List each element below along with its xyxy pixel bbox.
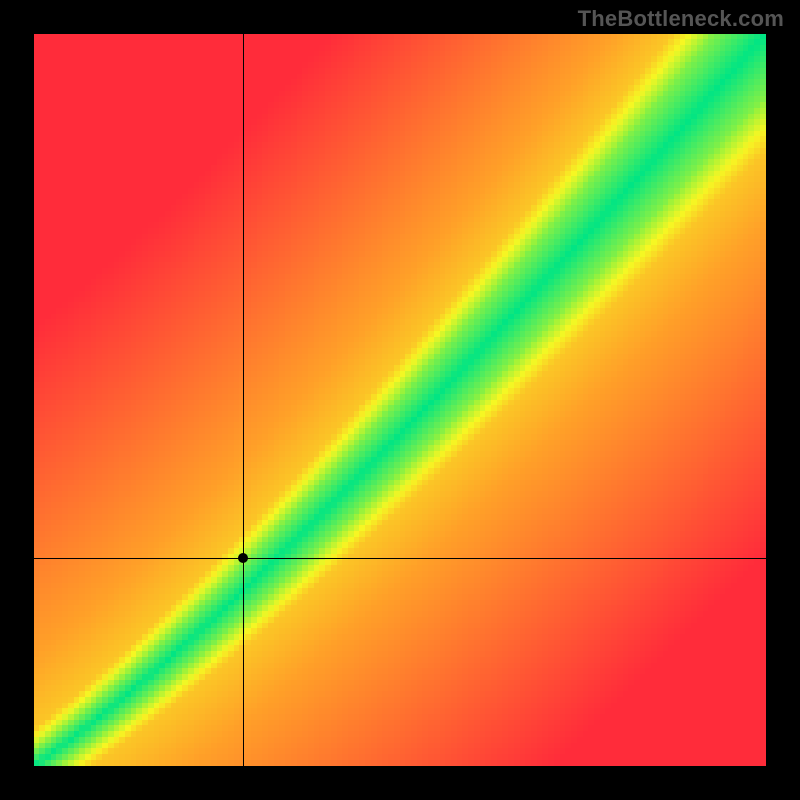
crosshair-vertical xyxy=(243,34,244,766)
chart-frame: TheBottleneck.com xyxy=(0,0,800,800)
watermark-text: TheBottleneck.com xyxy=(578,6,784,32)
bottleneck-heatmap xyxy=(34,34,766,766)
plot-area xyxy=(34,34,766,766)
crosshair-horizontal xyxy=(34,558,766,559)
